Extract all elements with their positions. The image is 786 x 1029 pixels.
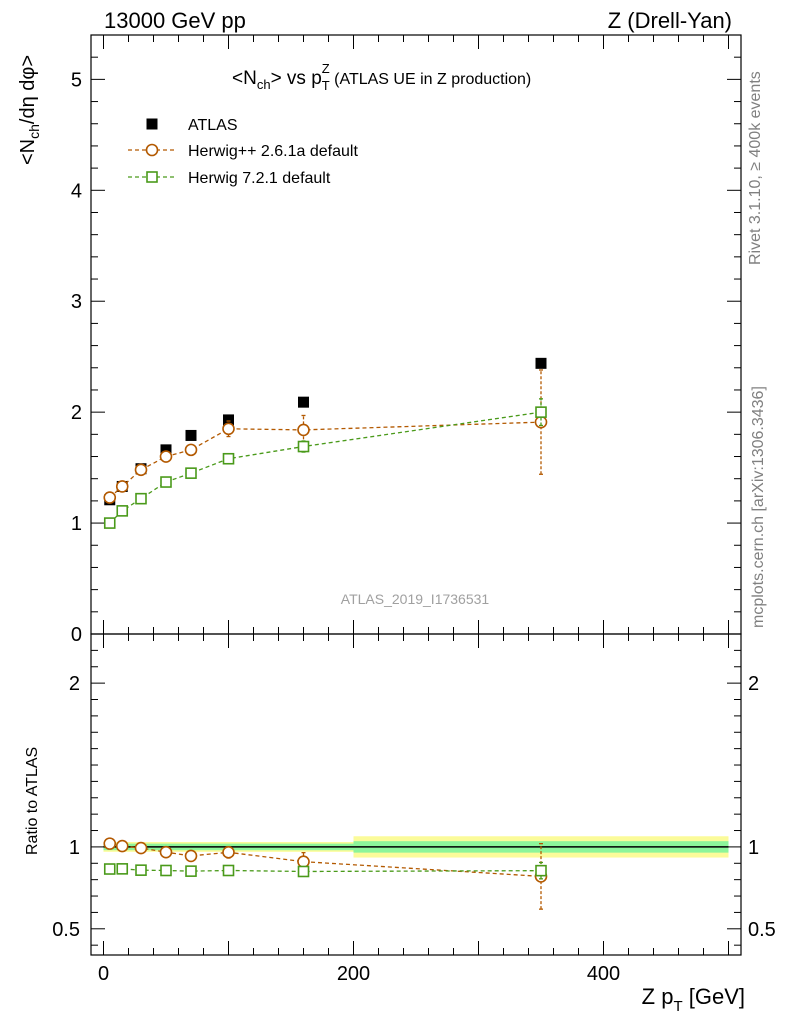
x-axis-label: Z pT [GeV] [642,984,745,1015]
main-herwig-7-2-1-default-line [109,411,542,524]
ratio-herwig-7-2-1-default-point-5 [222,864,235,877]
ratio-herwig-7-2-1-default-point-3 [160,864,172,877]
ratio-herwig-2-6-1a-default-point-5 [222,846,235,859]
ratio-herwig-7-2-1-default-line [109,868,542,873]
header-left: 13000 GeV pp [104,8,246,33]
main-herwig-2-6-1a-default-point-6 [297,423,310,437]
main-ylabel: <Nch/dη dφ> [17,55,42,165]
xlabel-part-post: [GeV] [683,984,745,1009]
main-y-tick-label-5: 5 [71,69,82,91]
main-y-tick-label-4: 4 [71,180,82,202]
title-part-pre: <N [232,68,257,89]
x-tick-label-200: 200 [337,963,370,985]
legend-herwig-7-2-1-default-marker [146,171,158,183]
ratio-y-tick-label-left-0.5: 0.5 [52,919,80,941]
main-panel: 1 2 3 4 5 0 [71,34,742,646]
main-herwig-2-6-1a-default-point-5 [222,422,235,436]
main-herwig-2-6-1a-default-line [109,421,542,499]
ratio-ylabel: Ratio to ATLAS [24,747,41,855]
ratio-herwig-7-2-1-default-point-6 [297,865,310,878]
main-herwig-7-2-1-default-point-6 [297,440,310,453]
main-herwig-7-2-1-default-point-1 [116,505,129,517]
legend-herwig-7-2-1-default-label: Herwig 7.2.1 default [188,170,331,187]
main-atlas-point-5 [223,414,234,426]
main-herwig-7-2-1-default-point-3 [160,476,172,488]
ratio-herwig-7-2-1-default-point-1 [116,863,129,875]
main-herwig-2-6-1a-default-point-0 [103,491,117,504]
main-y-tick-label-0: 0 [71,624,82,646]
ratio-herwig-7-2-1-default-point-0 [103,863,116,875]
title-part-mid: > vs p [271,68,322,89]
main-herwig-7-2-1-default-point-5 [222,452,235,465]
analysis-id-label: ATLAS_2019_I1736531 [341,591,490,607]
main-herwig-2-6-1a-default-point-1 [115,480,129,493]
xlabel-part-sub: T [673,998,682,1015]
main-atlas-point-3 [160,444,172,456]
x-tick-label-400: 400 [587,963,620,985]
rivet-version-label: Rivet 3.1.10, ≥ 400k events [747,71,764,265]
title-part-sub2: T [322,78,330,93]
legend-atlas-marker [146,118,158,130]
ratio-herwig-7-2-1-default-point-7 [535,864,547,877]
ratio-herwig-7-2-1-default-point-4 [185,865,197,877]
legend-atlas-label: ATLAS [188,117,238,134]
x-tick-label-0: 0 [98,963,109,985]
main-y-tick-label-3: 3 [71,291,82,313]
ratio-herwig-7-2-1-default-point-2 [135,864,147,876]
legend-herwig-2-6-1a-default-marker [145,143,159,157]
xlabel-part-pre: Z p [642,984,674,1009]
ratio-y-tick-label-right-2: 2 [748,673,759,695]
ratio-y-tick-label-left-2: 2 [69,673,80,695]
ratio-y-tick-label-right-1: 1 [748,837,759,859]
ratio-herwig-2-6-1a-default-point-2 [134,841,148,855]
main-herwig-7-2-1-default-point-0 [103,517,116,529]
ratio-y-tick-label-left-1: 1 [69,837,80,859]
ratio-herwig-2-6-1a-default-point-3 [159,845,173,859]
ratio-y-tick-label-right-0.5: 0.5 [748,919,776,941]
main-herwig-2-6-1a-default-point-3 [159,450,173,463]
main-atlas-point-4 [185,429,197,441]
ylabel-part-pre: <N [17,139,39,165]
legend-herwig-2-6-1a-default-label: Herwig++ 2.6.1a default [188,143,358,160]
mcplots-label: mcplots.cern.ch [arXiv:1306.3436] [750,386,767,628]
title-part-post: (ATLAS UE in Z production) [330,71,532,88]
main-herwig-7-2-1-default-point-2 [135,492,147,505]
header-right: Z (Drell-Yan) [608,8,732,33]
ratio-herwig-2-6-1a-default-point-0 [103,837,117,850]
main-atlas-point-7 [535,357,547,369]
legend: ATLAS Herwig++ 2.6.1a default Herwig 7.2.1… [128,117,358,187]
ratio-panel: 0 200 400 0.5 0.5 1 1 2 2 [52,633,776,985]
title-part-sup2: Z [322,61,330,76]
main-herwig-2-6-1a-default-point-2 [134,463,148,477]
main-y-tick-label-2: 2 [71,402,82,424]
main-herwig-7-2-1-default-point-4 [185,467,197,479]
ylabel-part-post: /dη dφ> [17,55,39,124]
title-part-sub1: ch [257,77,271,92]
main-y-tick-label-1: 1 [71,513,82,535]
ylabel-part-sub: ch [26,124,42,139]
ratio-herwig-2-6-1a-default-point-6 [297,855,310,868]
ratio-herwig-2-6-1a-default-point-1 [115,839,129,853]
ratio-frame [90,633,742,956]
main-herwig-7-2-1-default-point-7 [535,406,547,418]
main-atlas-point-6 [298,396,309,408]
main-herwig-2-6-1a-default-point-4 [184,443,198,457]
main-title: <Nch> vs pTZ (ATLAS UE in Z production) [232,61,531,93]
ratio-herwig-2-6-1a-default-point-4 [184,849,198,863]
